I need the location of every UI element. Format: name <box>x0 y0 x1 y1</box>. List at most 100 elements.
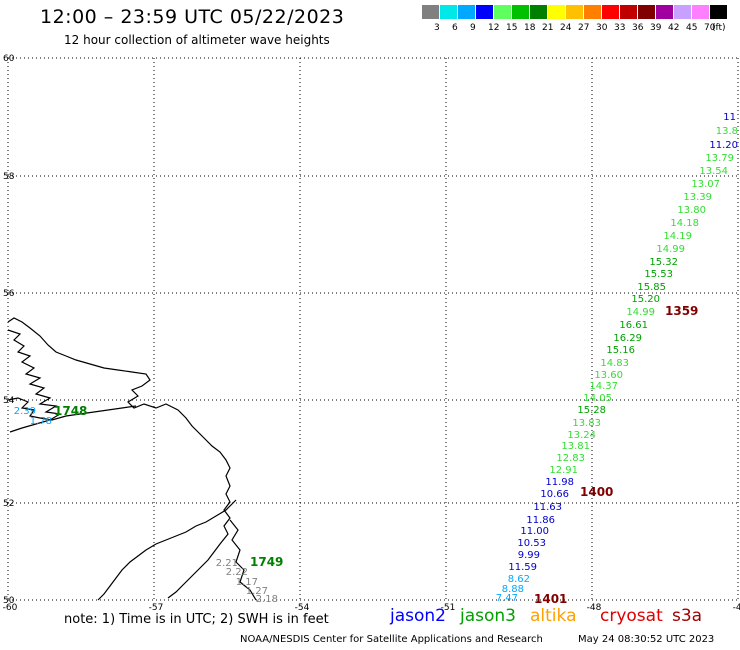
legend-label: 27 <box>578 23 590 33</box>
observation-label: 2.18 <box>256 594 278 605</box>
satellite-name: jason3 <box>460 606 516 626</box>
observation-label: 14.18 <box>670 218 699 229</box>
legend-swatch <box>440 5 458 19</box>
observation-label: 13.79 <box>705 153 734 164</box>
legend-swatch <box>620 5 638 19</box>
observation-label: 13.8 <box>716 126 738 137</box>
observation-label: 13.07 <box>691 179 720 190</box>
time-label: 1401 <box>534 592 567 606</box>
legend-swatch <box>530 5 548 19</box>
observation-label: 14.05 <box>583 393 612 404</box>
observation-label: 11 <box>723 112 736 123</box>
legend-label: 18 <box>524 23 536 33</box>
satellite-name: s3a <box>672 606 703 626</box>
footer-note: note: 1) Time is in UTC; 2) SWH is in fe… <box>64 612 329 627</box>
observation-label: 13.60 <box>594 370 623 381</box>
legend-swatch <box>548 5 566 19</box>
legend-swatch <box>458 5 476 19</box>
legend-swatch <box>710 5 728 19</box>
observation-label: 13.39 <box>683 192 712 203</box>
observation-label: 14.37 <box>589 381 618 392</box>
legend-label: 45 <box>686 23 698 33</box>
observation-label: 14.99 <box>656 244 685 255</box>
legend-label: 42 <box>668 23 680 33</box>
page-title: 12:00 – 23:59 UTC 05/22/2023 <box>40 6 345 28</box>
legend-swatch <box>512 5 530 19</box>
legend-swatch <box>584 5 602 19</box>
legend-label: 30 <box>596 23 608 33</box>
observation-label: 11.59 <box>508 562 537 573</box>
observation-label: 1.78 <box>30 416 52 427</box>
time-label: 1359 <box>665 304 698 318</box>
observation-label: 10.53 <box>517 538 546 549</box>
lon-tick-label: -48 <box>587 603 602 613</box>
coastline <box>7 317 257 601</box>
time-label: 1749 <box>250 555 283 569</box>
lat-tick-label: 54 <box>3 396 15 406</box>
observation-label: 8.88 <box>502 584 524 595</box>
observation-label: 1.17 <box>236 577 258 588</box>
observation-label: 16.61 <box>619 320 648 331</box>
lon-tick-label: -45 <box>733 603 740 613</box>
legend-label: (ft) <box>712 23 726 33</box>
legend-label: 9 <box>470 23 476 33</box>
legend-label: 70 <box>704 23 716 33</box>
observation-label: 14.99 <box>626 307 655 318</box>
page-subtitle: 12 hour collection of altimeter wave hei… <box>64 33 330 47</box>
lon-tick-label: -57 <box>149 603 164 613</box>
legend-swatch <box>656 5 674 19</box>
observation-label: 13.24 <box>567 430 596 441</box>
observation-label: 13.54 <box>699 166 728 177</box>
coastline-south <box>229 519 257 601</box>
observation-label: 11.00 <box>520 526 549 537</box>
legend-swatch <box>602 5 620 19</box>
labrador-coastline <box>7 317 231 599</box>
lon-tick-label: -51 <box>441 603 456 613</box>
legend-label: 33 <box>614 23 626 33</box>
observation-label: 11.20 <box>709 140 738 151</box>
legend-swatch <box>422 5 440 19</box>
lat-tick-label: 60 <box>3 54 15 64</box>
observation-label: 1.27 <box>246 586 268 597</box>
map-axis-labels: 60 58 56 54 52 50-60 -57 -54 -51 -48 -45 <box>3 54 740 613</box>
observation-label: 12.83 <box>556 453 585 464</box>
legend-label: 39 <box>650 23 662 33</box>
legend-swatch <box>638 5 656 19</box>
observation-label: 15.32 <box>649 257 678 268</box>
legend-label: 6 <box>452 23 458 33</box>
observation-label: 8.62 <box>508 574 530 585</box>
coastline-bay <box>97 499 237 601</box>
observation-label: 14.83 <box>600 358 629 369</box>
observation-label: 15.53 <box>644 269 673 280</box>
satellite-name: cryosat <box>600 606 663 626</box>
generated-timestamp: May 24 08:30:52 UTC 2023 <box>578 634 715 645</box>
legend-swatch <box>476 5 494 19</box>
legend-swatch <box>494 5 512 19</box>
legend-label: 3 <box>434 23 440 33</box>
map-grid <box>7 57 739 601</box>
wave-height-observations: 11 13.8 11.20 13.79 13.54 13.07 13.39 13.80 14.1… <box>14 112 738 605</box>
legend-swatch <box>674 5 692 19</box>
observation-label: 13.81 <box>561 441 590 452</box>
lon-tick-label: -60 <box>3 603 18 613</box>
observation-label: 10.66 <box>540 489 569 500</box>
legend-label: 36 <box>632 23 644 33</box>
lat-tick-label: 58 <box>3 172 15 182</box>
coastline-west <box>7 397 137 421</box>
observation-label: 16.29 <box>613 333 642 344</box>
legend-label: 15 <box>506 23 518 33</box>
observation-label: 2.22 <box>226 567 248 578</box>
credit-text: NOAA/NESDIS Center for Satellite Applica… <box>240 634 543 645</box>
lat-tick-label: 52 <box>3 499 14 509</box>
observation-label: 12.91 <box>549 465 578 476</box>
legend-swatch <box>692 5 710 19</box>
observation-label: 2.21 <box>216 558 238 569</box>
observation-label: 14.19 <box>663 231 692 242</box>
lat-tick-label: 50 <box>3 596 15 606</box>
observation-label: 15.85 <box>637 282 666 293</box>
observation-label: 15.28 <box>577 405 606 416</box>
observation-label: 7.47 <box>496 593 518 604</box>
legend-swatch <box>566 5 584 19</box>
observation-label: 13.83 <box>572 418 601 429</box>
